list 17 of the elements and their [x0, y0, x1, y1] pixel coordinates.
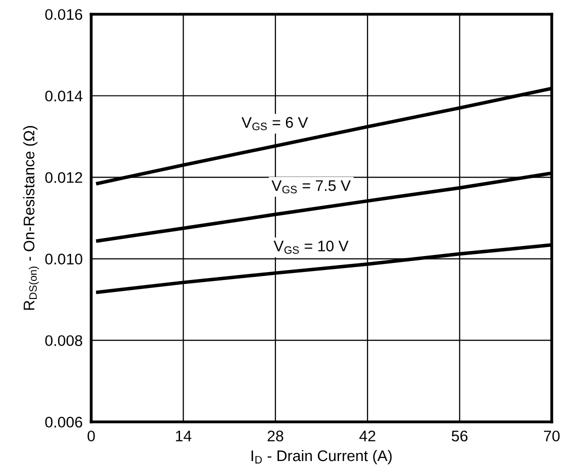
x-tick-label: 14: [176, 430, 192, 442]
series-label: V$_{GS}$ = 10 V: [274, 240, 349, 254]
y-axis-title: R$_{DS(on)}$ - On-Resistance (Ω): [23, 126, 39, 310]
y-tick-label: 0.008: [45, 335, 82, 346]
y-tick-label: 0.010: [45, 254, 82, 264]
y-tick-label: 0.006: [45, 416, 82, 428]
x-tick-label: 42: [359, 430, 376, 442]
y-tick-label: 0.014: [45, 90, 82, 102]
y-tick-label: 0.012: [45, 172, 82, 183]
x-tick-label: 70: [544, 430, 560, 442]
x-tick-label: 0: [88, 430, 95, 442]
y-tick-label: 0.016: [45, 9, 82, 20]
series-label: V$_{GS}$ = 7.5 V: [272, 180, 351, 194]
x-tick-label: 56: [452, 430, 468, 442]
series-label: V$_{GS}$ = 6 V: [242, 117, 308, 130]
x-axis-title: I$_{D}$ - Drain Current (A): [252, 450, 392, 464]
x-tick-label: 28: [268, 430, 284, 442]
